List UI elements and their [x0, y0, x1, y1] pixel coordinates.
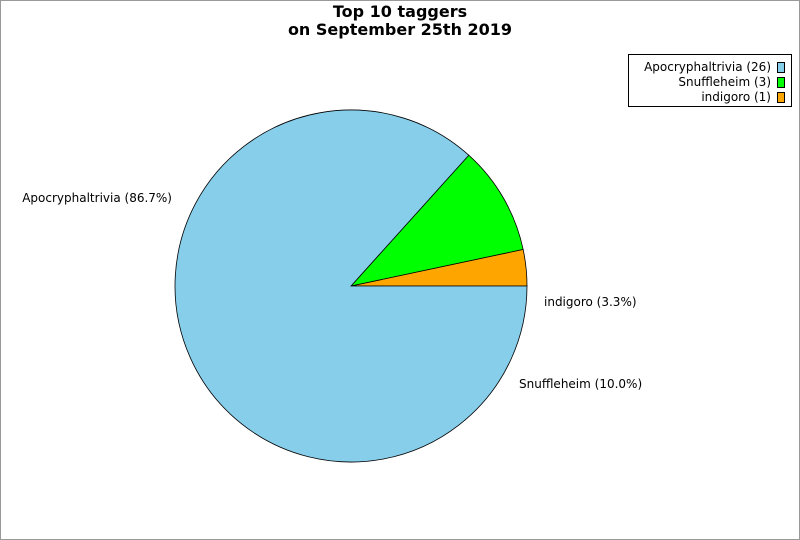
pie-slice-snuffleheim: [349, 154, 524, 287]
legend-swatch: [777, 76, 785, 88]
slice-label-indigoro: indigoro (3.3%): [544, 295, 637, 309]
chart-title-line-2: on September 25th 2019: [287, 20, 513, 39]
legend-swatch: [777, 91, 785, 103]
legend-item-apocryphaltrivia: Apocryphaltrivia (26): [644, 60, 785, 74]
slice-label-snuffleheim: Snuffleheim (10.0%): [519, 377, 642, 391]
legend-label: indigoro (1): [701, 90, 771, 104]
chart-legend: Apocryphaltrivia (26) Snuffleheim (3) indi…: [628, 54, 792, 107]
legend-item-snuffleheim: Snuffleheim (3): [678, 75, 785, 89]
pie-slice-apocryphaltrivia: [174, 109, 528, 463]
chart-title: Top 10 taggers on September 25th 2019: [1, 3, 799, 39]
legend-item-indigoro: indigoro (1): [701, 90, 785, 104]
legend-label: Apocryphaltrivia (26): [644, 60, 771, 74]
legend-swatch: [777, 61, 785, 73]
legend-label: Snuffleheim (3): [678, 75, 771, 89]
slice-label-apocryphaltrivia: Apocryphaltrivia (86.7%): [22, 191, 172, 205]
chart-title-line-1: Top 10 taggers: [332, 2, 468, 21]
